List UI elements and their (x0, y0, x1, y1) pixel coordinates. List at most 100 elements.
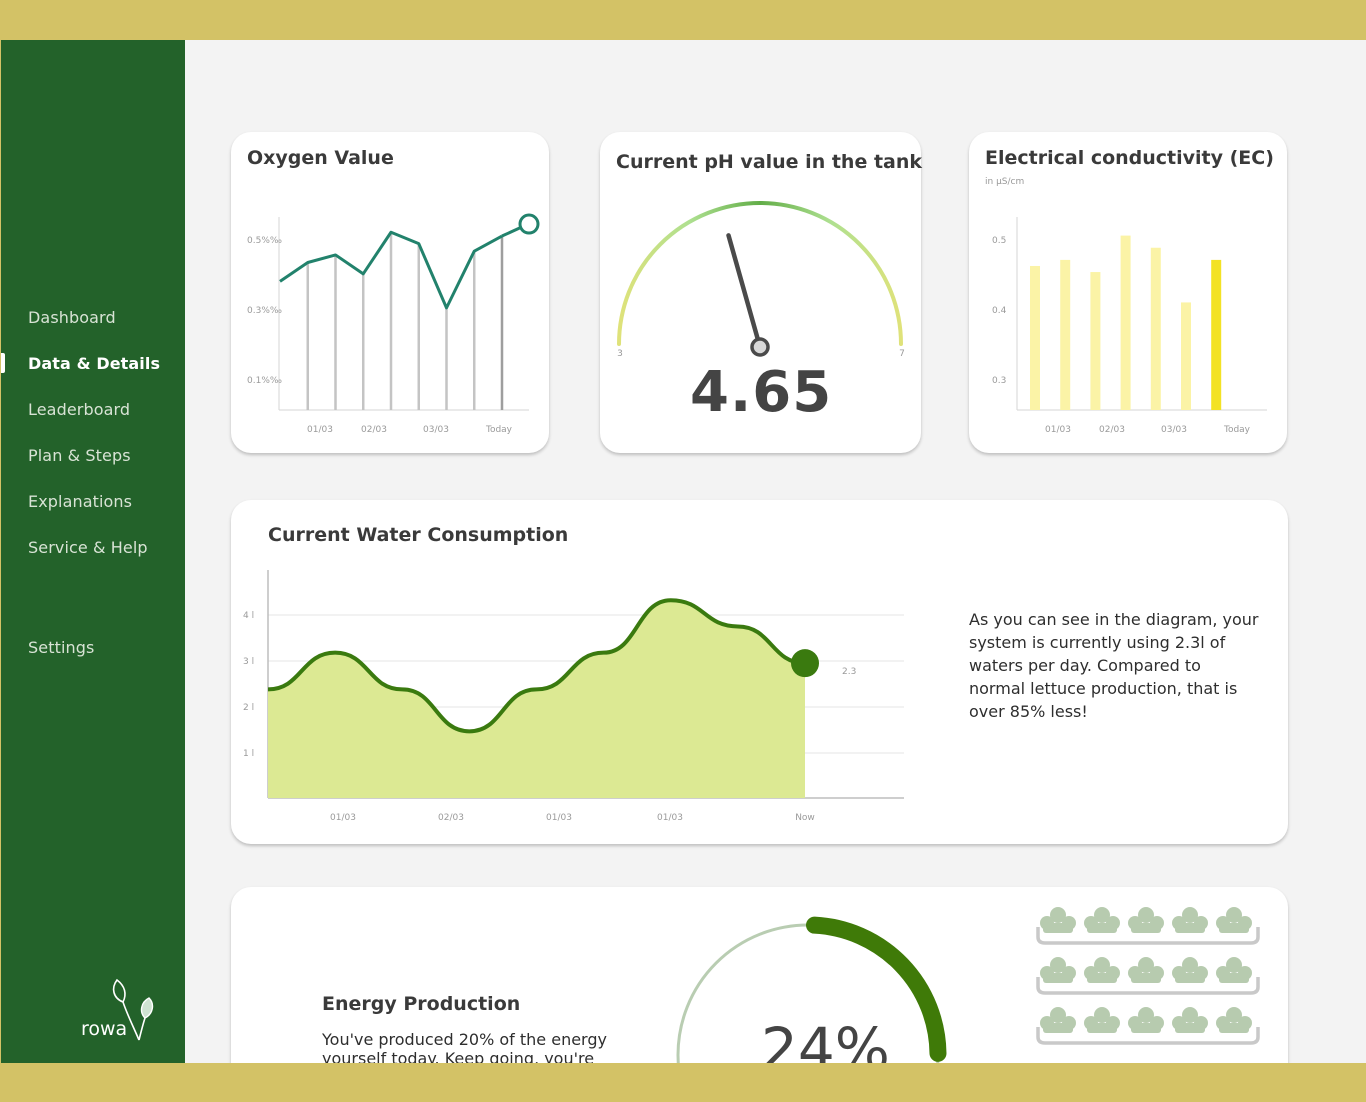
x-tick-label: 02/03 (361, 425, 387, 435)
x-tick-label: Now (795, 813, 815, 823)
tray (1036, 977, 1260, 995)
x-tick-label: 01/03 (657, 813, 683, 823)
lettuce-base (1043, 923, 1073, 933)
water-description: As you can see in the diagram, your syst… (969, 610, 1259, 721)
lettuce-leaf (1094, 1007, 1110, 1023)
ec-bar (1090, 272, 1101, 410)
x-tick-label: 01/03 (1045, 425, 1071, 435)
energy-progress-arc (805, 916, 947, 1062)
x-tick-label: 02/03 (1099, 425, 1125, 435)
lettuce-leaf (1094, 957, 1110, 973)
lettuce-base (1087, 923, 1117, 933)
lettuce-base (1219, 1023, 1249, 1033)
device-frame-top (0, 0, 1366, 40)
x-tick-label: 01/03 (546, 813, 572, 823)
ph-value: 4.65 (690, 360, 833, 425)
y-tick-label: 0.4 (992, 306, 1007, 316)
lettuce-leaf (1226, 1007, 1242, 1023)
lettuce-leaf (1226, 957, 1242, 973)
y-tick-label: 0.3 (992, 376, 1006, 386)
lettuce-icon (1172, 1007, 1208, 1033)
lettuce-icon (1040, 957, 1076, 983)
lettuce-leaf (1050, 1007, 1066, 1023)
lettuce-icon (1172, 957, 1208, 983)
x-tick-label: 03/03 (423, 425, 449, 435)
lettuce-base (1175, 1023, 1205, 1033)
lettuce-base (1043, 1023, 1073, 1033)
lettuce-base (1131, 923, 1161, 933)
y-tick-label: 1 l (243, 749, 254, 759)
oxygen-card: Oxygen Value 0.5%‰ 0.3%‰ 0.1%‰ 01/03 02/03 03… (231, 132, 549, 453)
ph-title: Current pH value in the tank (616, 151, 923, 173)
lettuce-leaf (1182, 957, 1198, 973)
ec-unit: in µS/cm (985, 177, 1025, 187)
ec-bar (1060, 259, 1071, 410)
lettuce-icon (1084, 907, 1120, 933)
sidebar-item-service-help[interactable]: Service & Help (28, 538, 148, 557)
ec-bar (1150, 247, 1161, 410)
y-tick-label: 3 l (243, 657, 254, 667)
lettuce-leaf (1182, 1007, 1198, 1023)
energy-card: Energy Production You've produced 20% of… (231, 887, 1288, 1087)
sidebar-item-leaderboard[interactable]: Leaderboard (28, 400, 131, 419)
lettuce-leaf (1050, 957, 1066, 973)
water-title: Current Water Consumption (268, 524, 569, 546)
y-tick-label: 0.5%‰ (247, 236, 282, 246)
y-tick-label: 2 l (243, 703, 254, 713)
lettuce-base (1043, 973, 1073, 983)
lettuce-icon (1128, 907, 1164, 933)
main-content: Oxygen Value 0.5%‰ 0.3%‰ 0.1%‰ 01/03 02/03 03… (185, 40, 1366, 1087)
tray (1036, 927, 1260, 945)
energy-ring (676, 916, 947, 1087)
y-tick-label: 4 l (243, 611, 254, 621)
y-tick-label: 0.5 (992, 236, 1006, 246)
water-chart: 4 l 3 l 2 l 1 l 01/03 02/03 01/03 01/03 Now 2.3 (243, 570, 904, 823)
sidebar-item-data-details[interactable]: Data & Details (28, 354, 161, 373)
current-point-marker (518, 213, 540, 235)
oxygen-chart: 0.5%‰ 0.3%‰ 0.1%‰ 01/03 02/03 03/03 Today (247, 213, 540, 435)
lettuce-leaf (1138, 907, 1154, 923)
lettuce-base (1175, 923, 1205, 933)
gauge-pivot (750, 337, 770, 357)
ec-card: Electrical conductivity (EC) in µS/cm 0.… (969, 132, 1287, 453)
lettuce-base (1087, 1023, 1117, 1033)
sidebar-item-settings[interactable]: Settings (28, 638, 95, 657)
lettuce-icon (1040, 1007, 1076, 1033)
x-tick-label: Today (485, 425, 513, 435)
brand-name: rowa (81, 1018, 128, 1040)
water-card: Current Water Consumption 4 l 3 l 2 l 1 l 01… (231, 500, 1288, 844)
ec-bar (1181, 302, 1191, 410)
lettuce-icon (1128, 957, 1164, 983)
current-point-marker (791, 649, 819, 678)
sidebar-item-explanations[interactable]: Explanations (28, 492, 133, 511)
lettuce-leaf (1138, 1007, 1154, 1023)
gauge-needle (726, 233, 763, 350)
lettuce-leaf (1050, 907, 1066, 923)
y-tick-label: 0.1%‰ (247, 376, 282, 386)
y-tick-label: 0.3%‰ (247, 306, 282, 316)
x-tick-label: Today (1223, 425, 1251, 435)
gauge-max-label: 7 (899, 349, 905, 359)
lettuce-base (1219, 923, 1249, 933)
sidebar-item-dashboard[interactable]: Dashboard (28, 308, 116, 327)
lettuce-leaf (1094, 907, 1110, 923)
lettuce-icon (1040, 907, 1076, 933)
water-area (268, 600, 805, 798)
lettuce-icon (1084, 1007, 1120, 1033)
x-tick-label: 01/03 (330, 813, 356, 823)
ec-bar (1211, 259, 1222, 410)
active-indicator (1, 353, 5, 373)
lettuce-icon (1128, 1007, 1164, 1033)
sidebar-item-plan-steps[interactable]: Plan & Steps (28, 446, 131, 465)
ec-chart: 0.5 0.4 0.3 01/03 02/03 03/03 Today (992, 217, 1267, 435)
ec-bar (1120, 235, 1131, 410)
sidebar: Dashboard Data & Details Leaderboard Pla… (1, 40, 185, 1063)
current-value-label: 2.3 (842, 667, 856, 677)
gauge-arc (617, 201, 903, 346)
lettuce-icon (1172, 907, 1208, 933)
energy-title: Energy Production (322, 993, 521, 1015)
rowa-logo[interactable]: rowa (81, 978, 166, 1048)
lettuce-base (1131, 1023, 1161, 1033)
lettuce-base (1219, 973, 1249, 983)
